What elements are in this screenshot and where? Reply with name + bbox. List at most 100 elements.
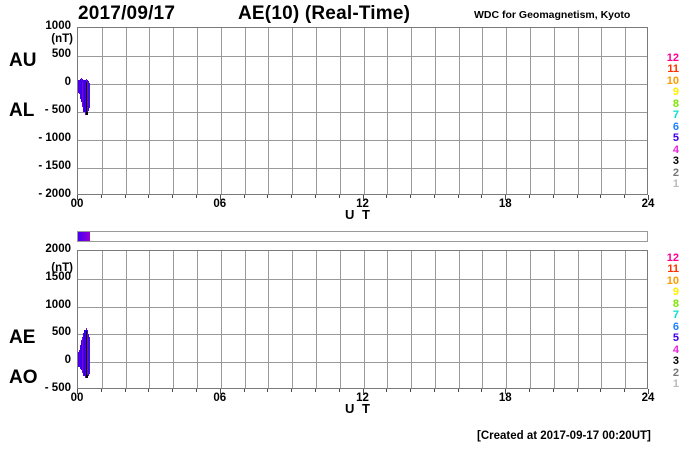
legend-item-1: 1 (672, 377, 679, 390)
x-tick-label: 06 (213, 392, 227, 404)
x-axis-tick (220, 389, 221, 394)
x-axis-tick (505, 195, 506, 200)
x-axis-tick (434, 195, 435, 198)
x-axis-tick (339, 195, 340, 198)
au-al-unit-label: (nT) (51, 33, 73, 45)
legend-item-1: 1 (672, 177, 679, 190)
au-al-xaxis-label: U T (345, 207, 372, 222)
gridline-vertical (554, 251, 555, 388)
x-axis-tick (553, 195, 554, 198)
x-axis-tick (577, 195, 578, 198)
x-axis-tick (386, 195, 387, 198)
x-axis-tick (101, 195, 102, 198)
legend-item-6: 6 (672, 320, 679, 333)
x-tick-label: 24 (641, 392, 655, 404)
gridline-vertical (221, 28, 222, 194)
al-series-label: AL (9, 100, 35, 121)
x-axis-tick (624, 389, 625, 392)
gridline-vertical (601, 251, 602, 388)
legend-item-11: 11 (667, 63, 679, 76)
x-axis-tick (339, 389, 340, 392)
plot-title: AE(10) (Real-Time) (238, 3, 411, 24)
gridline-vertical (578, 28, 579, 194)
data-trace-segment (88, 337, 90, 374)
data-trace-segment (88, 83, 90, 109)
gridline-horizontal (78, 362, 647, 363)
x-axis-tick (529, 389, 530, 392)
legend-item-2: 2 (672, 166, 679, 179)
ao-series-label: AO (9, 367, 38, 388)
gridline-vertical (340, 251, 341, 388)
x-tick-label: 18 (498, 392, 512, 404)
x-axis-tick (458, 195, 459, 198)
x-axis-tick (267, 195, 268, 198)
gridline-vertical (411, 28, 412, 194)
gridline-vertical (340, 28, 341, 194)
gridline-horizontal (78, 56, 647, 57)
y-tick-label: - 1500 (38, 160, 71, 172)
au-al-legend: 12 11 10 9 8 7 6 5 4 3 2 1 (655, 52, 679, 190)
x-axis-tick (458, 389, 459, 392)
legend-item-10: 10 (666, 74, 679, 87)
y-tick-label: 500 (51, 326, 71, 339)
x-axis-tick (244, 389, 245, 392)
ae-ao-unit-label: (nT) (51, 262, 73, 274)
x-axis-tick (648, 389, 649, 394)
legend-item-7: 7 (672, 109, 679, 122)
gridline-vertical (387, 251, 388, 388)
gridline-vertical (316, 28, 317, 194)
legend-item-9: 9 (672, 286, 679, 299)
legend-item-11: 11 (667, 263, 679, 276)
gridline-vertical (625, 251, 626, 388)
gridline-vertical (292, 251, 293, 388)
ae-series-label: AE (9, 327, 36, 348)
legend-item-2: 2 (672, 366, 679, 379)
gridline-vertical (126, 251, 127, 388)
x-axis-tick (172, 389, 173, 392)
gridline-vertical (364, 28, 365, 194)
gridline-vertical (530, 28, 531, 194)
gridline-horizontal (78, 140, 647, 141)
y-tick-label: 1500 (45, 270, 71, 283)
x-axis-tick (315, 195, 316, 198)
legend-item-5: 5 (672, 332, 679, 345)
legend-item-3: 3 (672, 355, 679, 368)
gridline-vertical (601, 28, 602, 194)
gridline-horizontal (78, 307, 647, 308)
x-axis-tick (577, 389, 578, 392)
x-axis-tick (648, 195, 649, 200)
au-series-label: AU (9, 50, 37, 71)
gridline-vertical (506, 28, 507, 194)
gridline-vertical (578, 251, 579, 388)
x-axis-tick (410, 195, 411, 198)
x-axis-tick (505, 389, 506, 394)
gridline-vertical (173, 28, 174, 194)
data-trace (78, 251, 649, 390)
x-tick-label: 00 (70, 392, 84, 404)
x-tick-label: 24 (641, 198, 655, 210)
x-axis-tick (291, 195, 292, 198)
y-tick-label: 1000 (45, 298, 71, 311)
x-tick-label: 12 (356, 392, 369, 404)
legend-item-7: 7 (672, 309, 679, 322)
x-axis-tick (220, 195, 221, 200)
gridline-vertical (506, 251, 507, 388)
x-axis-tick (410, 389, 411, 392)
x-axis-tick (363, 195, 364, 200)
gridline-vertical (482, 251, 483, 388)
gridline-vertical (245, 28, 246, 194)
legend-item-4: 4 (672, 143, 679, 156)
gridline-vertical (126, 28, 127, 194)
gridline-vertical (102, 28, 103, 194)
y-tick-label: 500 (51, 48, 71, 60)
y-tick-label: - 500 (44, 382, 71, 394)
gridline-vertical (554, 28, 555, 194)
gridline-horizontal (78, 112, 647, 113)
legend-item-12: 12 (666, 252, 679, 264)
x-axis-tick (267, 389, 268, 392)
y-tick-label: - 1000 (38, 132, 71, 144)
ae-ao-legend: 12 11 10 9 8 7 6 5 4 3 2 1 (655, 252, 679, 390)
y-tick-label: - 500 (44, 104, 71, 116)
legend-item-5: 5 (672, 132, 679, 145)
x-axis-tick (77, 195, 78, 200)
